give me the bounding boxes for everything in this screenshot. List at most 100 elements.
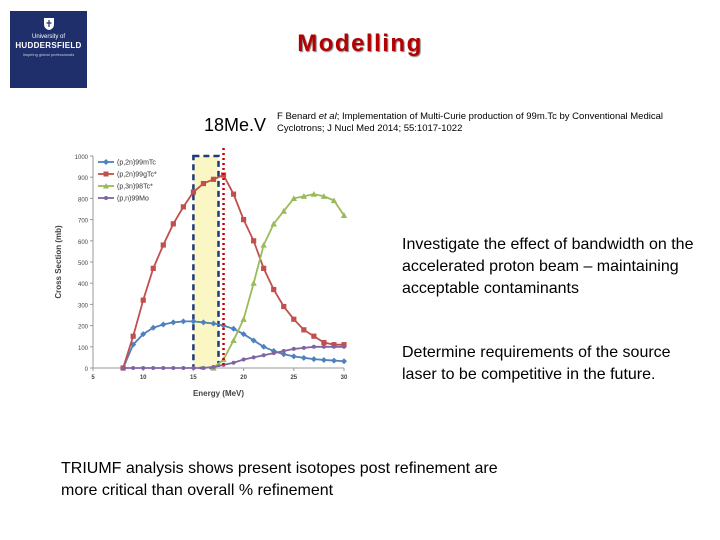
y-axis-label: Cross Section (mb)	[54, 225, 63, 299]
data-point	[250, 280, 257, 286]
series-line-2	[212, 193, 345, 369]
cross-section-chart: 0 100 200 300 400 500 600 700 800 900 1000 5 10 15 20 2…	[54, 148, 348, 398]
data-point	[140, 297, 146, 303]
data-point	[290, 353, 297, 360]
data-point	[251, 355, 256, 360]
logo-line-2: HUDDERSFIELD	[15, 41, 82, 50]
data-point	[201, 366, 206, 370]
data-point	[141, 366, 146, 370]
x-tick-label: 30	[341, 375, 348, 381]
data-point	[341, 358, 347, 365]
energy-window-box	[192, 154, 220, 370]
y-tick-label: 300	[78, 303, 89, 309]
data-point	[191, 366, 196, 370]
bullet-triumf-analysis: TRIUMF analysis shows present isotopes p…	[61, 460, 498, 499]
data-point	[270, 220, 277, 227]
data-point	[271, 351, 276, 356]
y-tick-label: 0	[85, 367, 89, 373]
logo-line-3: Inspiring global professionals	[22, 52, 75, 57]
x-tick-label: 5	[91, 375, 95, 381]
data-point	[341, 342, 347, 348]
data-point	[190, 189, 196, 195]
data-point	[130, 333, 136, 339]
x-tick-label: 25	[290, 375, 297, 381]
reference-authors: F Benard	[277, 111, 319, 122]
data-point	[321, 339, 327, 346]
reference-details: ; Implementation of Multi-Curie producti…	[277, 111, 664, 134]
data-point	[280, 207, 287, 214]
y-tick-label: 700	[78, 219, 89, 225]
data-point	[331, 342, 337, 348]
legend-label: (p,2n)99gTc*	[117, 172, 157, 179]
data-point	[210, 176, 217, 182]
legend-label: (p,3n)98Tc*	[117, 184, 153, 191]
y-tick-label: 900	[78, 176, 89, 182]
x-tick-label: 10	[140, 375, 147, 381]
y-tick-label: 500	[78, 261, 89, 267]
data-point	[330, 197, 338, 204]
data-point	[190, 318, 197, 325]
data-point	[280, 351, 287, 358]
data-point	[281, 303, 287, 310]
university-logo: University of HUDDERSFIELD Inspiring glo…	[10, 11, 87, 88]
data-point	[291, 316, 297, 322]
slide-title: Modelling	[297, 30, 423, 57]
x-axis-label: Energy (MeV)	[193, 389, 244, 398]
legend-marker	[103, 159, 109, 165]
data-point	[161, 366, 166, 370]
data-point	[140, 331, 147, 338]
x-tick-label: 15	[190, 375, 197, 381]
data-point	[241, 217, 247, 223]
data-point	[160, 321, 167, 328]
data-point	[311, 333, 317, 339]
data-point	[200, 319, 207, 326]
data-point	[180, 318, 187, 325]
data-point	[340, 212, 348, 218]
data-point	[230, 191, 237, 197]
data-point	[300, 193, 308, 199]
data-point	[301, 327, 307, 333]
data-point	[331, 344, 336, 349]
data-point	[291, 346, 296, 351]
data-point	[260, 241, 267, 248]
data-point	[150, 324, 157, 331]
data-point	[310, 356, 317, 363]
legend-marker	[103, 183, 109, 189]
data-point	[211, 364, 216, 369]
bullet-laser-requirements: Determine requirements of the source las…	[402, 344, 671, 383]
data-point	[320, 356, 327, 363]
data-point	[180, 204, 186, 210]
data-point	[231, 360, 236, 365]
legend-label: (p,n)99Mo	[117, 196, 149, 203]
data-point	[320, 193, 328, 199]
data-point	[210, 320, 217, 327]
y-tick-label: 200	[78, 325, 89, 331]
data-point	[281, 349, 286, 354]
legend-marker	[104, 196, 108, 200]
data-point	[342, 344, 346, 349]
data-point	[230, 325, 237, 332]
data-point	[150, 265, 156, 271]
legend-marker	[103, 171, 109, 177]
data-point	[311, 344, 316, 349]
y-tick-label: 600	[78, 240, 89, 246]
data-point	[271, 286, 277, 293]
data-point	[300, 354, 307, 361]
data-point	[230, 337, 237, 344]
data-point	[121, 366, 126, 370]
y-tick-label: 400	[78, 282, 89, 288]
data-point	[261, 353, 266, 358]
reference-etal: et al	[318, 111, 337, 122]
data-point	[290, 195, 297, 201]
data-point	[151, 366, 156, 370]
y-tick-label: 800	[78, 197, 89, 203]
y-tick-label: 100	[78, 346, 89, 352]
data-point	[200, 180, 207, 187]
reference-citation: F Benard et al; Implementation of Multi-…	[277, 111, 697, 135]
series-line-3	[123, 345, 344, 369]
data-point	[310, 190, 318, 197]
data-point	[240, 316, 247, 322]
crest-icon	[43, 18, 54, 30]
data-point	[171, 366, 176, 370]
bullet-bandwidth: Investigate the effect of bandwidth on t…	[402, 236, 694, 297]
